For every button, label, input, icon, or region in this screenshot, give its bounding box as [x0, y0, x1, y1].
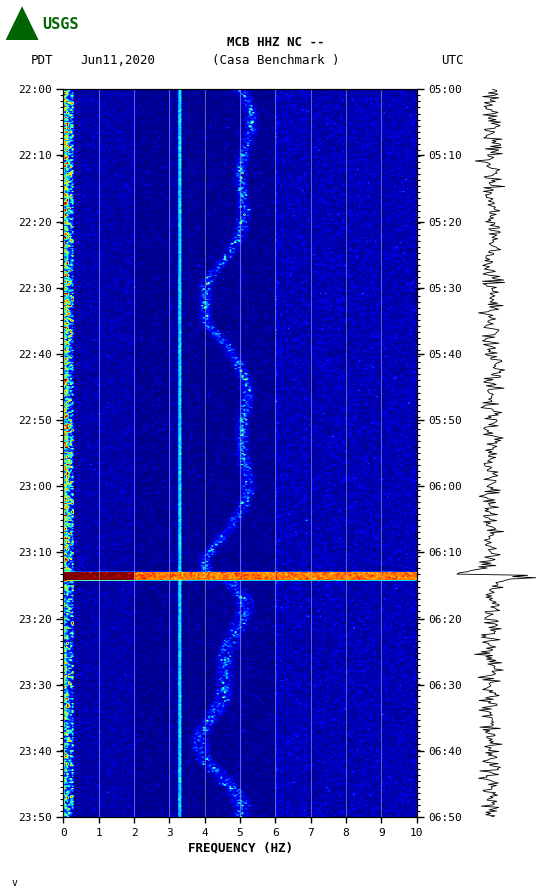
- X-axis label: FREQUENCY (HZ): FREQUENCY (HZ): [188, 842, 293, 855]
- Text: USGS: USGS: [42, 18, 78, 32]
- Text: PDT: PDT: [30, 54, 53, 67]
- Text: v: v: [11, 878, 17, 888]
- Text: MCB HHZ NC --: MCB HHZ NC --: [227, 37, 325, 49]
- Polygon shape: [6, 6, 39, 40]
- Text: UTC: UTC: [442, 54, 464, 67]
- Text: Jun11,2020: Jun11,2020: [80, 54, 155, 67]
- Text: (Casa Benchmark ): (Casa Benchmark ): [213, 54, 339, 67]
